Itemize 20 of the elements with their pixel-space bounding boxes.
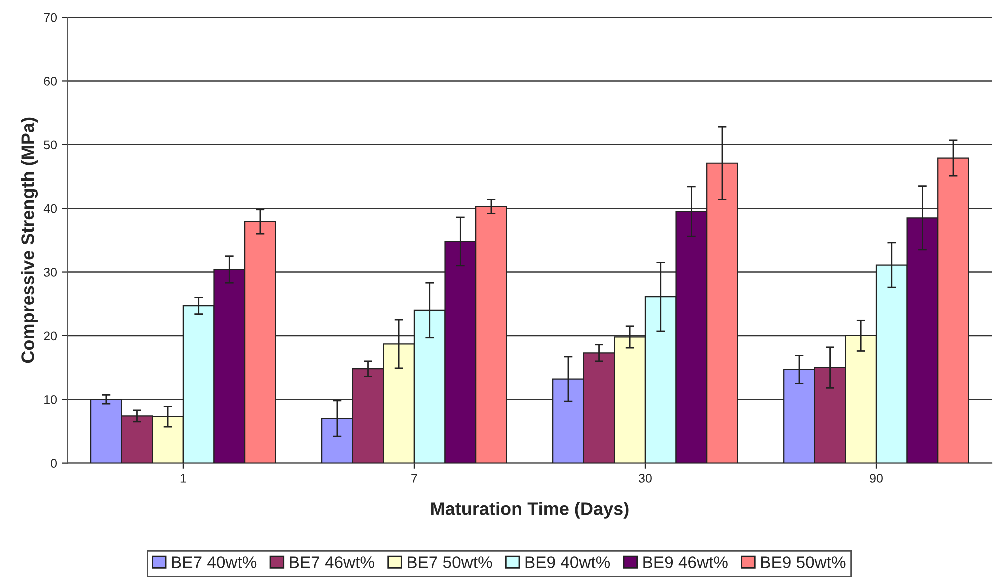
legend-label: BE7 46wt% (290, 556, 374, 568)
legend-label: BE9 50wt% (762, 556, 846, 568)
x-tick-label: 1 (180, 474, 186, 483)
legend-label: BE7 40wt% (172, 556, 257, 568)
x-tick-label: 90 (870, 474, 883, 483)
y-tick-label: 20 (44, 332, 58, 341)
y-tick-label: 50 (44, 140, 58, 150)
y-tick-label: 60 (44, 77, 58, 86)
legend-label: BE9 46wt% (644, 556, 728, 568)
y-tick-label: 10 (44, 395, 58, 404)
x-tick-label: 7 (412, 474, 418, 483)
legend-label: BE9 40wt% (526, 556, 610, 568)
x-tick-label: 30 (639, 474, 652, 483)
y-tick-label: 70 (44, 13, 58, 22)
legend-label: BE7 50wt% (408, 556, 492, 568)
y-tick-label: 30 (44, 268, 58, 277)
y-tick-label: 40 (44, 204, 58, 214)
y-axis-title: Compressive Strength (MPa) (21, 118, 38, 364)
y-tick-label: 0 (51, 459, 58, 468)
x-axis-title: Maturation Time (Days) (432, 502, 629, 519)
